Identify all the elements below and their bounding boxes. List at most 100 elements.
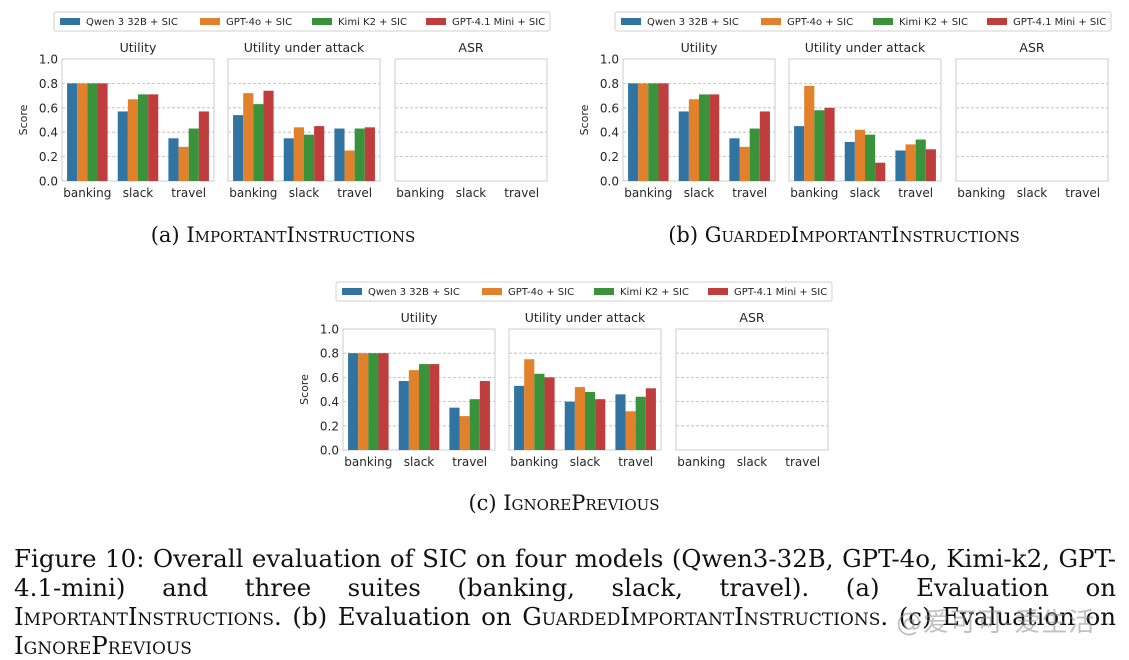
bar [408,370,419,450]
x-tick-label: banking [510,455,558,469]
y-tick-label: 0.6 [39,101,58,115]
legend-swatch [60,18,80,25]
x-tick-label: travel [732,186,767,200]
bar [364,127,375,181]
bar [709,94,720,181]
bar [875,162,886,181]
caption-name-b: GuardedImportantInstructions [522,602,881,631]
bar [138,94,149,181]
bar [625,411,636,450]
bar [354,128,365,181]
bar [814,110,825,181]
bar [344,150,355,181]
legend-swatch [621,18,641,25]
bar [419,364,430,450]
y-tick-label: 1.0 [39,53,58,67]
subfigure-caption-name: IgnorePrevious [503,491,659,515]
bar [263,90,274,181]
caption-label: Figure 10: [14,544,145,573]
legend-label: GPT-4.1 Mini + SIC [452,17,545,28]
bar [574,387,585,450]
x-tick-label: travel [618,455,653,469]
panel-title: Utility [120,40,157,55]
figure-canvas: Qwen 3 32B + SIC GPT-4o + SIC Kimi K2 + SI… [17,11,1112,515]
y-tick-label: 0.0 [39,175,58,189]
legend-label: Qwen 3 32B + SIC [647,17,739,28]
y-tick-label: 0.4 [600,126,619,140]
x-tick-label: banking [957,186,1005,200]
bar [895,150,906,181]
bar [514,385,525,450]
bar [749,128,760,181]
watermark-text: @爱可可-爱生活 [896,608,1096,638]
bar [378,353,389,450]
x-tick-label: travel [504,186,539,200]
legend: Qwen 3 32B + SIC GPT-4o + SIC Kimi K2 + SI… [53,11,551,32]
bar [595,399,606,450]
bar [449,407,460,450]
subfigure-caption-prefix: (c) [468,491,503,515]
panel-frame [394,58,548,182]
bar [645,388,656,450]
bar [564,401,575,450]
bar [915,139,926,181]
subfigure-0: Qwen 3 32B + SIC GPT-4o + SIC Kimi K2 + SI… [17,11,551,247]
legend-swatch [426,18,446,25]
x-tick-label: banking [229,186,277,200]
bar [739,146,750,181]
x-tick-label: slack [684,186,715,200]
bar [304,134,315,181]
bar [479,381,490,450]
x-tick-label: slack [737,455,768,469]
panel-utility-under-attack: Utility under attack banking slack travel [788,40,942,200]
y-tick-label: 0.2 [39,150,58,164]
bar [635,396,646,450]
subfigure-caption-name: GuardedImportantInstructions [705,223,1020,247]
x-tick-label: slack [456,186,487,200]
bar [334,128,345,181]
x-tick-label: slack [850,186,881,200]
caption-name-c: IgnorePrevious [14,631,192,660]
bar [925,149,936,181]
legend-swatch [987,18,1007,25]
bar [794,126,805,181]
bar [97,83,108,181]
bar [117,111,128,181]
bar [314,126,325,181]
bar [854,129,865,181]
x-tick-label: banking [677,455,725,469]
bar [615,394,626,450]
bar [648,83,659,181]
bar [905,144,916,181]
y-tick-label: 0.6 [320,371,339,385]
x-tick-label: slack [570,455,601,469]
legend-label: Qwen 3 32B + SIC [86,17,178,28]
panel-title: Utility [401,310,438,325]
panel-utility: Utility banking slack travel [342,310,496,469]
bar [759,111,770,181]
panel-title: ASR [1019,40,1044,55]
bar [178,146,189,181]
bar [188,128,199,181]
legend-box [614,11,1112,32]
bar [585,391,596,450]
legend-swatch [312,18,332,25]
y-tick-label: 0.4 [39,126,58,140]
caption-text-1: Overall evaluation of SIC on four models… [14,544,1116,602]
x-tick-label: travel [898,186,933,200]
legend-swatch [342,288,362,295]
bar [429,364,440,450]
panel-title: Utility under attack [244,40,365,55]
bar [459,416,470,450]
bar [243,93,254,181]
subfigure-caption: (b) GuardedImportantInstructions [668,223,1020,247]
legend-label: GPT-4o + SIC [226,17,292,28]
bar [168,138,179,181]
bar [804,85,815,181]
bar [77,83,88,181]
bar [348,353,359,450]
x-tick-label: travel [337,186,372,200]
bar [544,377,555,450]
bar [524,359,535,450]
bar [358,353,369,450]
